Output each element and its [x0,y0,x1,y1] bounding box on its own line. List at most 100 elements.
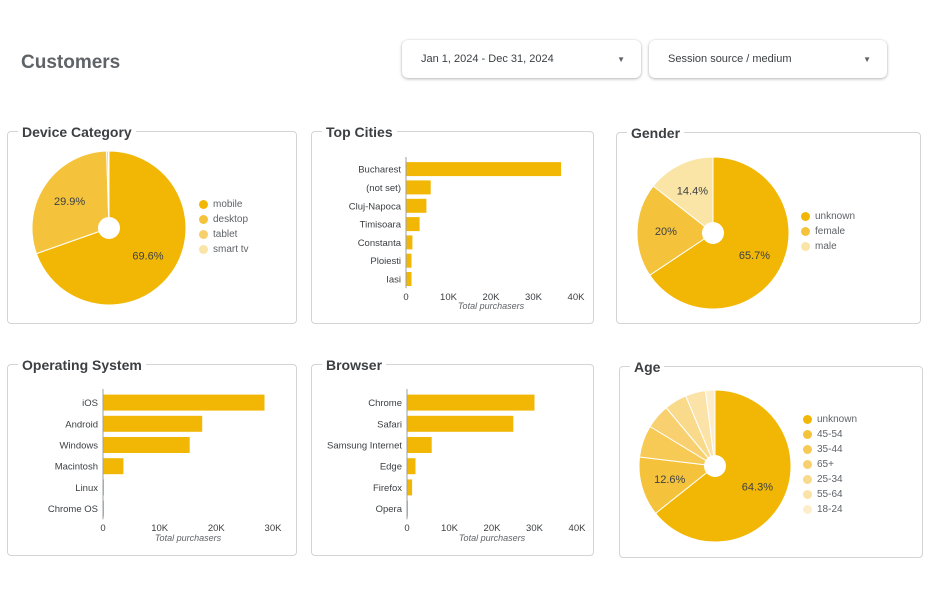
legend-label: 45-54 [817,429,843,440]
age-panel: Age 64.3% 12.6% unknown 45-54 35-44 65+ 25-34… [619,358,923,558]
tick-label: 20K [483,292,501,303]
legend-swatch [803,460,812,469]
slice-label: 29.9% [54,196,85,208]
dimension-selector[interactable]: Session source / medium ▼ [649,40,887,78]
legend-item-18-24: 18-24 [803,502,857,517]
pie-slice-18-24 [704,389,716,467]
age-chart: 64.3% 12.6% [638,389,792,543]
category-label: Samsung Internet [327,441,402,452]
x-axis-title: Total purchasers [458,533,526,543]
slice-label: 65.7% [739,250,770,262]
legend-swatch [803,415,812,424]
legend-swatch [803,505,812,514]
bar-android [103,415,203,432]
tick-label: 30K [265,523,283,534]
category-label: Bucharest [358,165,401,176]
pie-slice-desktop [31,150,110,255]
pie-center-hole [98,217,120,239]
category-label: iOS [82,398,98,409]
operating-system-chart: iOS Android Windows Macintosh Linux Chrome OS… [48,389,283,534]
tick-label: 10K [441,523,459,534]
panel-title: Top Cities [322,123,397,141]
legend-label: desktop [213,214,249,225]
legend-item-35-44: 35-44 [803,442,857,457]
category-label: (not set) [366,183,401,194]
bar-chrome [407,394,535,411]
legend-label: 55-64 [817,489,843,500]
legend-label: unknown [815,211,856,222]
legend-label: female [815,226,846,237]
legend-label: tablet [213,229,238,240]
legend-swatch [803,430,812,439]
legend-swatch [801,227,810,236]
pie-slice-45-54 [638,456,717,515]
dropdown-caret-icon: ▼ [863,54,871,64]
legend-item-unknown: unknown [801,209,855,224]
legend-item-55-64: 55-64 [803,487,857,502]
bar-bucharest [406,162,562,177]
panel-title: Gender [627,124,685,142]
pie-slice-female [636,185,714,276]
category-label: Linux [75,483,98,494]
bar-iasi [406,272,412,286]
legend-label: unknown [817,414,858,425]
legend-swatch [199,245,208,254]
slice-label: 69.6% [132,251,163,263]
tick-label: 30K [525,292,543,303]
legend-label: mobile [213,199,243,210]
date-range-picker[interactable]: Jan 1, 2024 - Dec 31, 2024 ▼ [402,40,641,78]
legend-item-desktop: desktop [199,212,249,227]
device-category-panel: Device Category 69.6% 29.9% mobile desktop… [7,123,297,324]
legend-swatch [803,490,812,499]
legend-label: 18-24 [817,504,843,515]
bar-edge [407,458,416,475]
category-label: Iasi [386,275,401,286]
category-label: Chrome OS [48,504,98,515]
pie-slice-male [652,156,714,235]
date-range-value: Jan 1, 2024 - Dec 31, 2024 [421,53,554,65]
tick-label: 20K [484,523,502,534]
x-axis-title: Total purchasers [457,301,525,311]
category-label: Edge [380,462,402,473]
bar-firefox [407,479,413,496]
tick-label: 40K [568,292,586,303]
legend-label: 65+ [817,459,834,470]
legend-item-mobile: mobile [199,197,249,212]
operating-system-panel: Operating System iOS Android Windows Macint… [7,356,297,556]
legend-label: male [815,241,837,252]
panel-title: Device Category [18,123,136,141]
tick-label: 20K [208,523,226,534]
category-label: Windows [59,441,98,452]
tick-label: 40K [569,523,587,534]
panel-title: Browser [322,356,387,374]
bar-macintosh [103,458,124,475]
category-label: Android [65,419,98,430]
legend-label: 35-44 [817,444,843,455]
legend-label: smart tv [213,244,249,255]
bar-constanta [406,235,413,250]
legend-item-male: male [801,239,855,254]
bar-not-set [406,180,431,195]
tick-label: 30K [526,523,544,534]
tick-label: 10K [151,523,169,534]
top-cities-chart: Bucharest (not set) Cluj-Napoca Timisoara Co… [349,157,586,303]
bar-safari [407,415,514,432]
slice-label: 14.4% [677,186,708,198]
legend-swatch [199,215,208,224]
tick-label: 0 [100,523,105,534]
legend-item-45-54: 45-54 [803,427,857,442]
browser-panel: Browser Chrome Safari Samsung Internet Edge… [311,356,594,556]
legend-swatch [801,212,810,221]
pie-center-hole [704,455,726,477]
category-label: Cluj-Napoca [349,201,402,212]
panel-title: Operating System [18,356,146,374]
category-label: Safari [377,419,402,430]
category-label: Firefox [373,483,402,494]
slice-label: 20% [655,226,677,238]
legend-item-unknown: unknown [803,412,857,427]
page-title: Customers [21,52,121,73]
age-legend: unknown 45-54 35-44 65+ 25-34 55-64 18-24 [803,412,857,517]
slice-label: 12.6% [654,474,685,486]
bar-cluj-napoca [406,198,427,213]
legend-item-65: 65+ [803,457,857,472]
